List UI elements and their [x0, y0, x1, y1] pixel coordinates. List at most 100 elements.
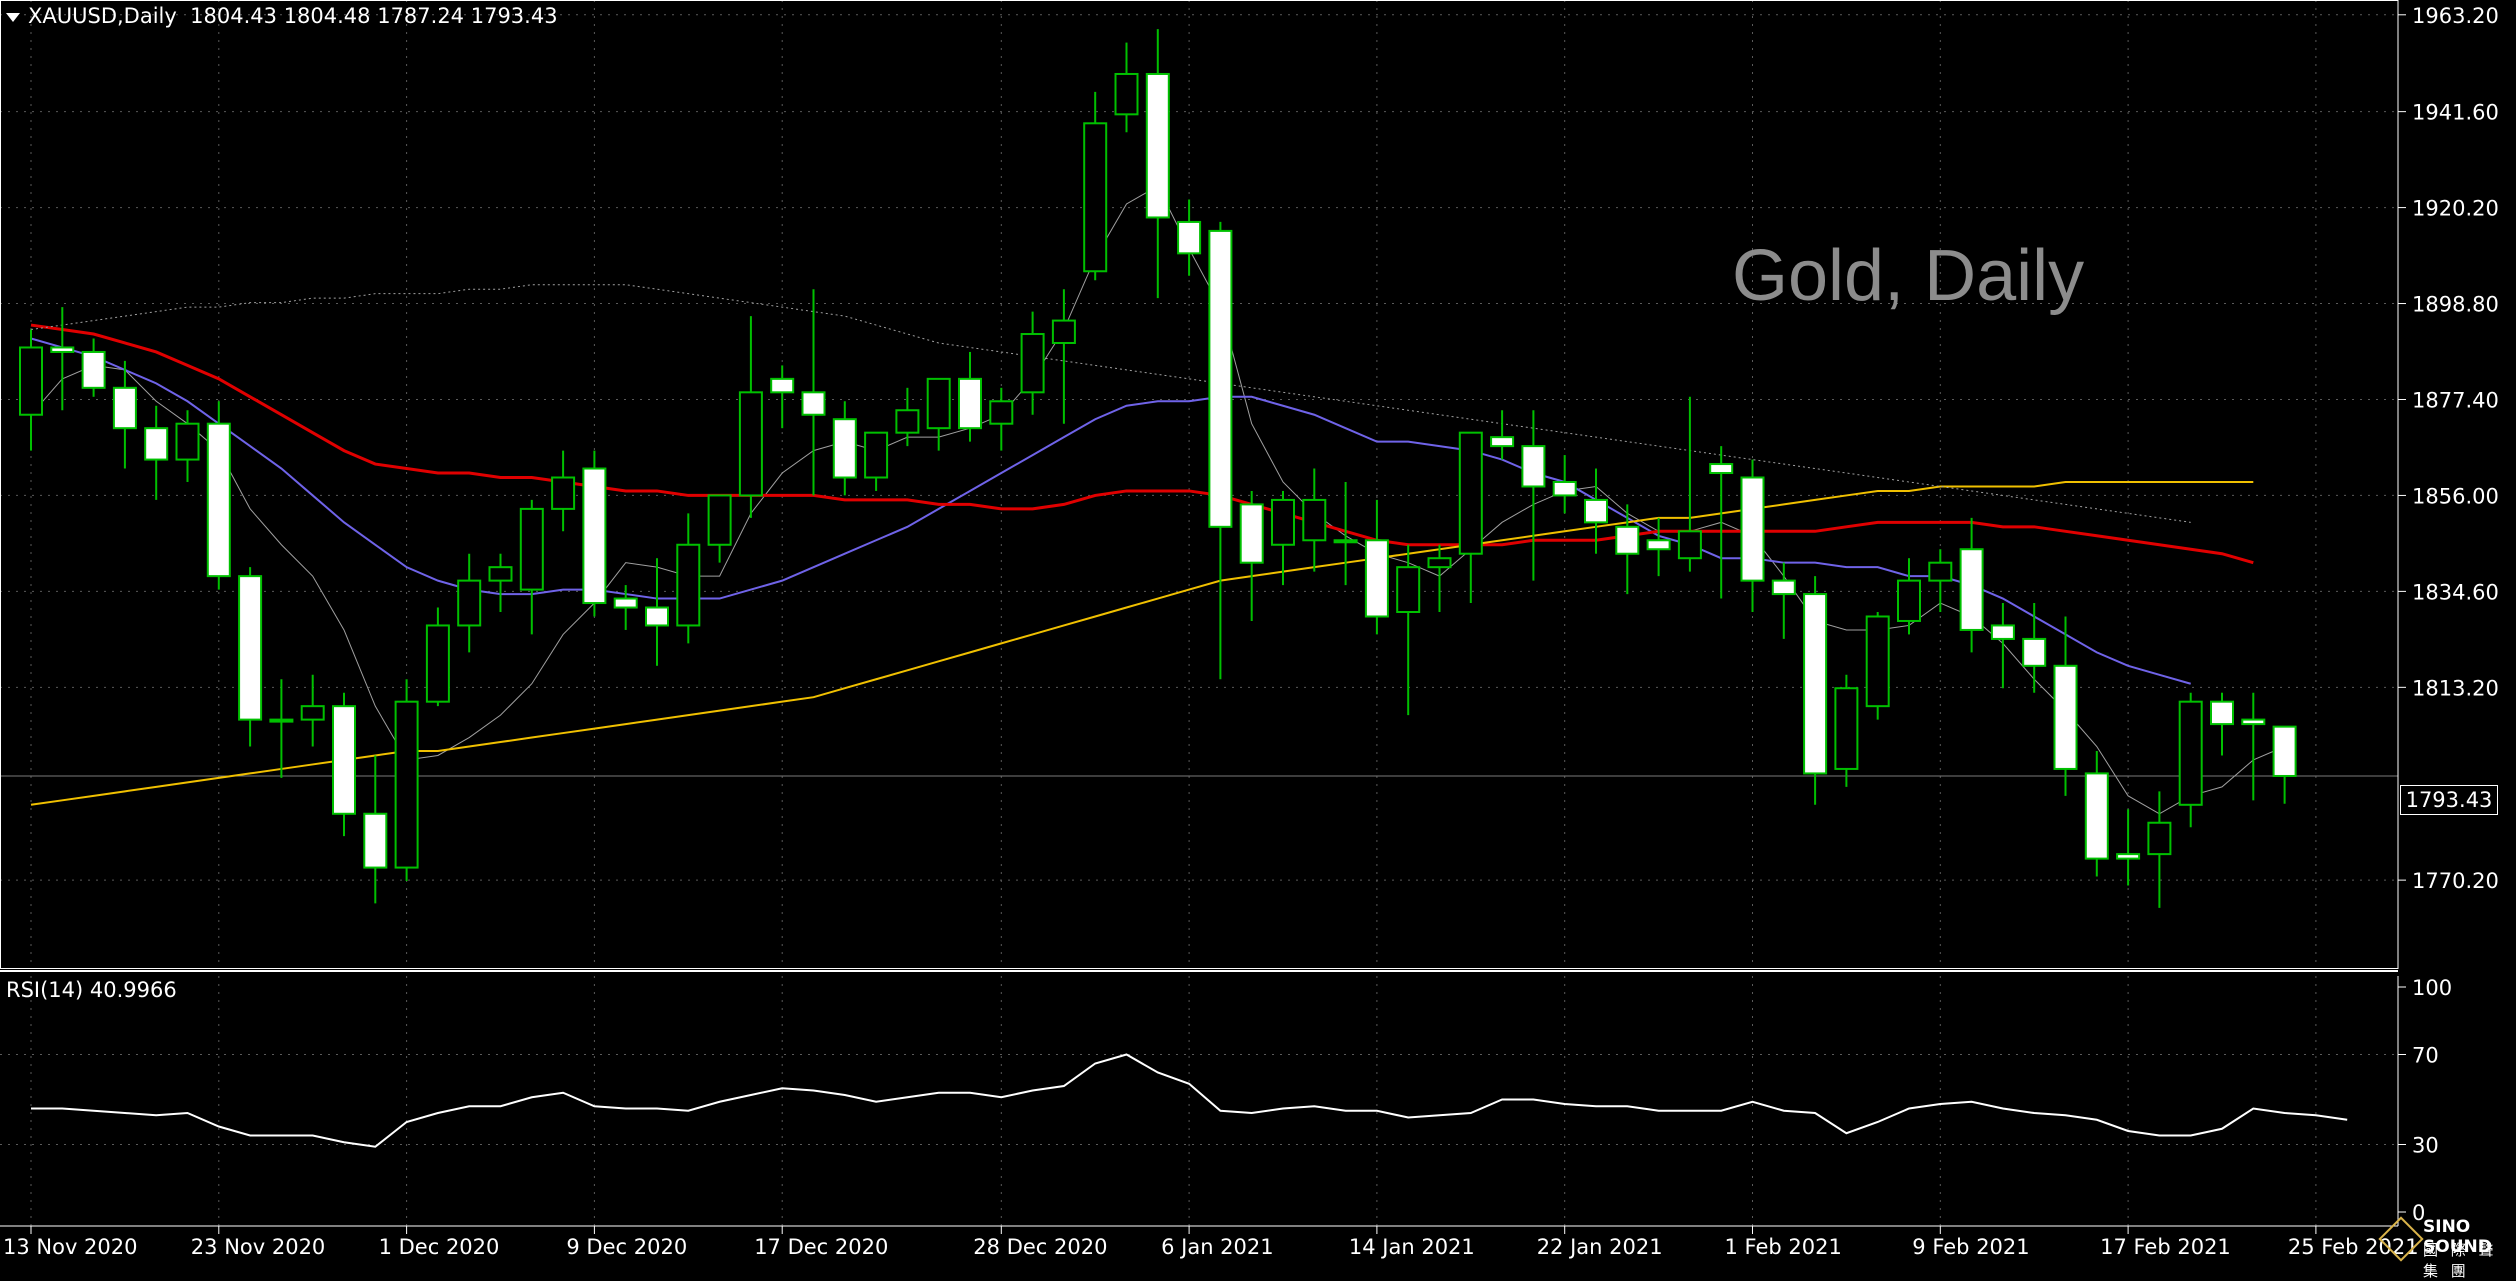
rsi-tick-label: 30 — [2412, 1134, 2439, 1158]
bull-candle — [300, 705, 325, 721]
bear-candle — [1615, 525, 1640, 555]
bear-candle — [1584, 498, 1608, 524]
bull-candle — [519, 507, 544, 591]
bear-candle — [2022, 637, 2047, 667]
ma-line-red — [30, 323, 2254, 565]
logo-subtitle: 國 際 聲 集 團 — [2423, 1241, 2498, 1280]
bear-candle — [1239, 503, 1264, 564]
bear-candle — [2272, 725, 2297, 777]
bull-candle — [1865, 615, 1890, 708]
bear-candle — [613, 597, 638, 609]
ma-line-yellow — [30, 480, 2254, 806]
bear-candle — [2053, 664, 2078, 770]
bear-candle — [332, 705, 356, 815]
bear-candle — [50, 346, 75, 353]
bear-candle — [832, 418, 857, 479]
bull-candle — [989, 400, 1014, 425]
bear-candle — [1959, 548, 1984, 631]
bear-candle — [1364, 539, 1389, 618]
y-tick-label: 1834.60 — [2412, 580, 2499, 604]
bull-candle — [1051, 319, 1076, 344]
bear-candle — [2084, 772, 2109, 860]
symbol-label: XAUUSD,Daily — [28, 4, 177, 28]
bear-candle — [2241, 718, 2266, 726]
bull-candle — [425, 624, 450, 703]
x-tick-label: 25 Feb 2021 — [2288, 1235, 2419, 1259]
bull-candle — [19, 346, 43, 416]
bull-candle — [707, 494, 732, 546]
bull-candle — [1834, 687, 1859, 770]
bull-candle — [457, 579, 482, 627]
bear-candle — [801, 391, 826, 416]
bear-candle — [1177, 220, 1202, 255]
bear-candle — [1490, 436, 1515, 448]
bull-candle — [895, 409, 920, 434]
x-tick-label: 1 Feb 2021 — [1725, 1235, 1842, 1259]
bear-candle — [1208, 229, 1233, 528]
bear-candle — [582, 467, 607, 605]
bull-candle — [864, 431, 889, 479]
bear-candle — [1646, 539, 1671, 551]
bear-candle — [112, 386, 137, 430]
y-tick-label: 1920.20 — [2412, 197, 2499, 221]
bull-candle — [1677, 530, 1702, 560]
x-tick-label: 17 Feb 2021 — [2100, 1235, 2231, 1259]
ohlc-values: 1804.43 1804.48 1787.24 1793.43 — [190, 4, 558, 28]
bull-candle — [551, 476, 576, 510]
bear-candle — [1990, 624, 2015, 640]
x-tick-label: 17 Dec 2020 — [754, 1235, 888, 1259]
rsi-panel — [0, 1053, 2398, 1148]
bear-candle — [958, 377, 982, 430]
bull-candle — [1928, 561, 1953, 582]
x-tick-label: 1 Dec 2020 — [379, 1235, 500, 1259]
bear-candle — [2116, 853, 2141, 860]
bull-candle — [2178, 700, 2203, 806]
rsi-label: RSI(14) 40.9966 — [6, 978, 177, 1002]
rsi-line — [31, 1053, 2348, 1148]
chart-header: XAUUSD,Daily 1804.43 1804.48 1787.24 179… — [6, 4, 558, 28]
x-tick-label: 22 Jan 2021 — [1537, 1235, 1663, 1259]
bull-candle — [175, 422, 200, 461]
bull-candle — [1114, 72, 1139, 116]
y-tick-label: 1877.40 — [2412, 388, 2499, 412]
dropdown-triangle-icon[interactable] — [6, 12, 20, 22]
bear-candle — [1709, 463, 1734, 475]
bull-candle — [1020, 333, 1045, 394]
ma-line-dotted — [30, 284, 2191, 523]
x-tick-label: 28 Dec 2020 — [973, 1235, 1107, 1259]
y-tick-label: 1963.20 — [2412, 4, 2499, 28]
y-tick-label: 1941.60 — [2412, 101, 2499, 125]
bull-candle — [1897, 579, 1921, 622]
bull-candle — [488, 566, 513, 582]
bull-candle — [738, 391, 763, 497]
bear-candle — [1145, 72, 1170, 219]
main-panel-frame — [0, 0, 2399, 969]
rsi-tick-label: 70 — [2412, 1044, 2439, 1068]
candlesticks — [19, 29, 2297, 908]
bull-candle — [2147, 821, 2172, 856]
bear-candle — [1803, 593, 1828, 775]
bear-candle — [1552, 480, 1577, 497]
logo-name: SINO SOUND — [2423, 1217, 2492, 1257]
y-tick-label: 1813.20 — [2412, 676, 2499, 700]
chart-watermark: Gold, Daily — [1732, 236, 2085, 316]
axes: 1963.20 1941.60 1920.20 1898.80 1877.40 1856.… — [0, 0, 2499, 1259]
bull-candle — [1396, 566, 1421, 614]
bear-candle — [81, 350, 106, 389]
bull-candle — [1302, 498, 1327, 542]
bear-candle — [238, 575, 263, 721]
y-tick-label: 1898.80 — [2412, 293, 2499, 317]
x-tick-label: 9 Dec 2020 — [566, 1235, 687, 1259]
x-tick-label: 14 Jan 2021 — [1349, 1235, 1475, 1259]
bull-candle — [269, 718, 294, 723]
bull-candle — [394, 700, 419, 869]
bull-candle — [1271, 498, 1295, 546]
sino-sound-logo: SINO SOUND 國 際 聲 集 團 — [2378, 1215, 2513, 1280]
bull-candle — [1427, 557, 1452, 569]
grid-lines — [0, 0, 2398, 1226]
bear-candle — [1740, 476, 1765, 582]
bear-candle — [2210, 700, 2234, 726]
bear-candle — [645, 606, 669, 627]
current-price-tag: 1793.43 — [2400, 785, 2498, 815]
